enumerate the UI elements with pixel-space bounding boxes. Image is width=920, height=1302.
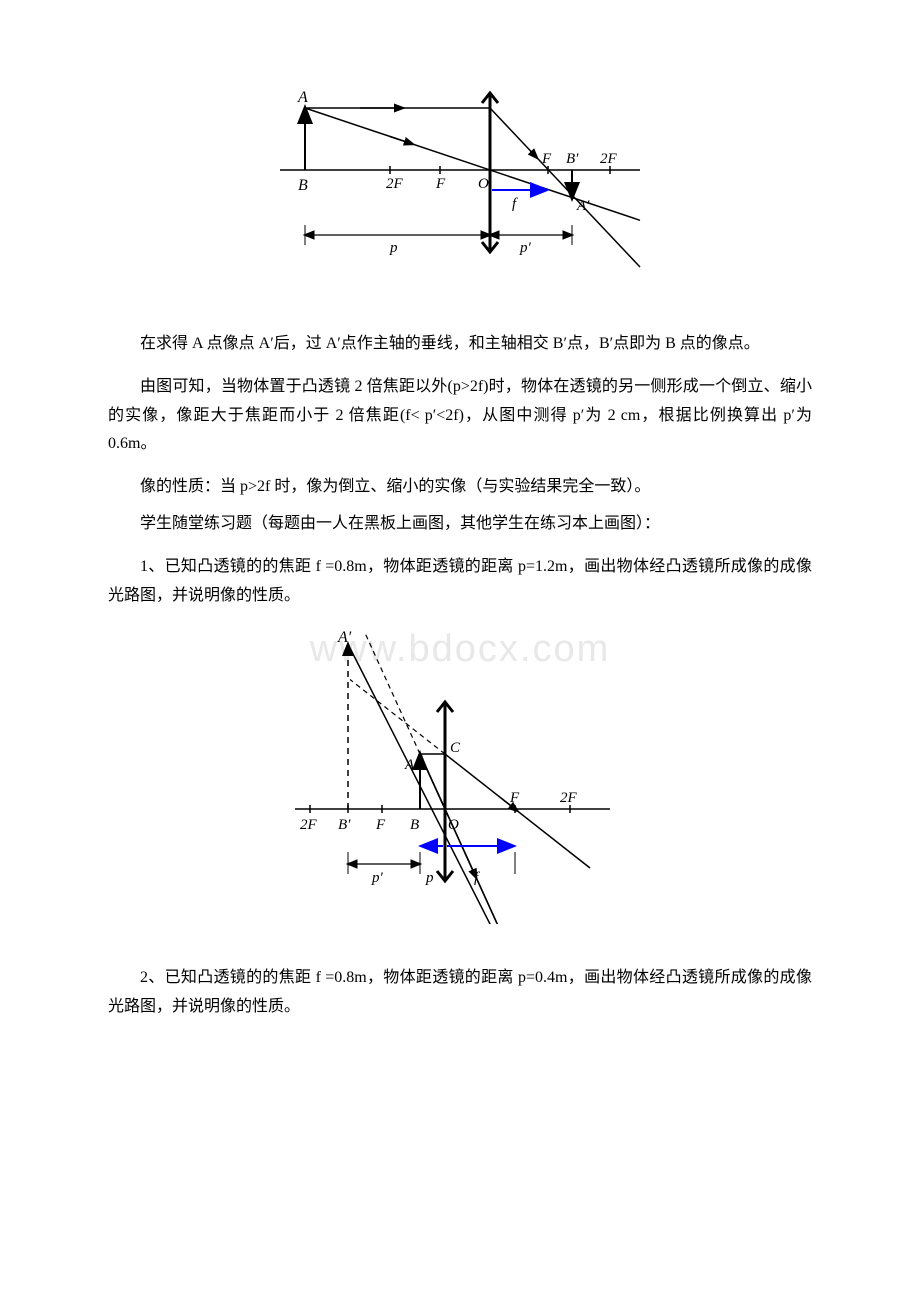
label-2Fleft: 2F [386, 176, 404, 192]
paragraph-6: 2、已知凸透镜的的焦距 f =0.8m，物体距透镜的距离 p=0.4m，画出物体… [108, 964, 812, 1022]
diagram2-container: A′ A C F 2F 2F B′ F B O p p′ f [108, 624, 812, 924]
label-A: A [297, 89, 308, 106]
label-O: O [478, 176, 489, 192]
paragraph-5: 1、已知凸透镜的的焦距 f =0.8m，物体距透镜的距离 p=1.2m，画出物体… [108, 553, 812, 611]
label-f: f [512, 196, 518, 212]
page-content: A B 2F F O F B′ 2F A′ f p p′ 在求得 A 点像点 A… [108, 70, 812, 1022]
label2-O: O [448, 817, 459, 833]
label2-Fright: F [509, 790, 520, 806]
label2-2Fright: 2F [560, 790, 578, 806]
label-p: p [389, 240, 398, 256]
label-Bprime: B′ [566, 151, 579, 167]
diagram1-svg: A B 2F F O F B′ 2F A′ f p p′ [260, 70, 660, 290]
label2-Bprime: B′ [338, 817, 351, 833]
paragraph-2: 由图可知，当物体置于凸透镜 2 倍焦距以外(p>2f)时，物体在透镜的另一侧形成… [108, 373, 812, 459]
diagram1-container: A B 2F F O F B′ 2F A′ f p p′ [108, 70, 812, 290]
label-2Fright: 2F [600, 151, 618, 167]
paragraph-4: 学生随堂练习题（每题由一人在黑板上画图，其他学生在练习本上画图）： [108, 510, 812, 539]
label-B: B [298, 177, 308, 194]
label-Aprime: A′ [576, 198, 590, 214]
label2-pprime: p′ [371, 870, 384, 886]
paragraph-3: 像的性质：当 p>2f 时，像为倒立、缩小的实像（与实验结果完全一致）。 [108, 473, 812, 502]
paragraph-1: 在求得 A 点像点 A′后，过 A′点作主轴的垂线，和主轴相交 B′点，B′点即… [108, 330, 812, 359]
label2-C: C [450, 740, 461, 756]
label-Fleft: F [435, 176, 446, 192]
diagram2-svg: A′ A C F 2F 2F B′ F B O p p′ f [290, 624, 630, 924]
label2-p: p [425, 870, 434, 886]
label2-B: B [410, 817, 419, 833]
label2-A: A [404, 757, 415, 773]
label-pprime: p′ [519, 240, 532, 256]
label2-Fleft: F [375, 817, 386, 833]
label2-Aprime: A′ [337, 629, 352, 646]
label-Fright: F [541, 151, 552, 167]
label2-2Fleft: 2F [300, 817, 318, 833]
